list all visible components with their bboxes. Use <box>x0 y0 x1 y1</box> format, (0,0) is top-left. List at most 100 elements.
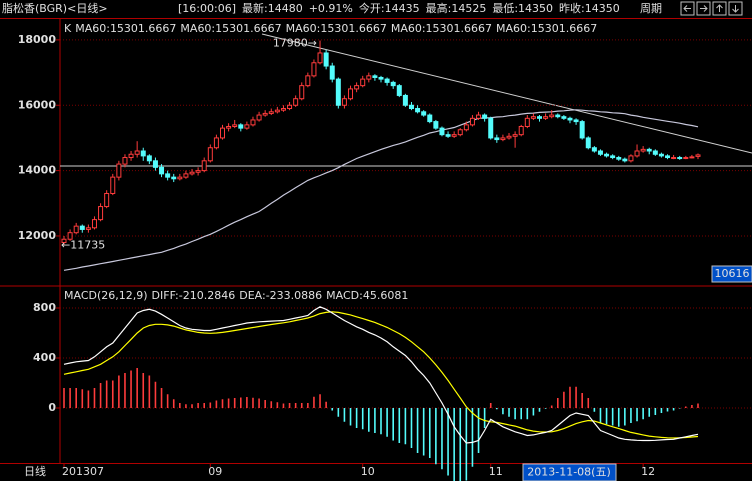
x-tick-label: 09 <box>208 465 222 478</box>
candle-body <box>622 158 628 162</box>
candle-body <box>677 157 683 160</box>
candle-body <box>262 112 268 116</box>
candle-body <box>256 114 262 121</box>
candle-body <box>634 150 640 157</box>
candle-body <box>640 148 646 152</box>
candle-body <box>268 111 274 114</box>
candle-body <box>378 76 384 80</box>
cursor-date-box <box>522 463 617 481</box>
y-tick-label: 12000 <box>18 229 57 242</box>
field-value: 14350 <box>585 2 620 15</box>
field-label: 最高: <box>426 1 452 15</box>
candle-body <box>329 65 335 80</box>
candle-body <box>604 153 610 157</box>
candle-body <box>561 116 567 119</box>
candle-body <box>658 153 664 157</box>
candle-body <box>597 150 603 155</box>
field-value: 14480 <box>268 2 303 15</box>
icon <box>700 5 708 12</box>
candle-body <box>335 78 341 106</box>
candle-body <box>500 137 506 141</box>
indicator-label: MA60:15301.6667 <box>391 22 492 35</box>
button-up[interactable] <box>712 1 727 16</box>
candle-body <box>104 192 110 208</box>
candle-body <box>250 119 256 126</box>
candle-body <box>91 219 97 229</box>
y-tick-label: 16000 <box>18 98 57 111</box>
button-down[interactable] <box>728 1 743 16</box>
annotation: ←11735 <box>61 239 105 252</box>
candle-body <box>238 124 244 129</box>
candle-body <box>195 170 201 173</box>
candle-body <box>646 148 652 152</box>
candle-body <box>665 155 671 159</box>
candle-body <box>530 116 536 119</box>
candle-body <box>311 62 317 77</box>
candle-body <box>220 127 225 139</box>
cursor-price: 10616 <box>715 267 750 280</box>
candle-body <box>469 117 475 126</box>
candle-body <box>293 98 299 106</box>
candle-body <box>317 52 323 64</box>
candle-body <box>543 116 549 119</box>
annotation: 17980→ <box>273 37 317 50</box>
candle-body <box>159 166 165 175</box>
candle-body <box>274 109 280 113</box>
y-tick-label: 14000 <box>18 164 57 177</box>
nav-buttons <box>680 1 743 16</box>
candle-body <box>628 155 634 162</box>
candle-body <box>128 153 134 159</box>
candle-body <box>110 176 116 194</box>
candle-body <box>476 114 482 119</box>
candle-body <box>177 176 183 180</box>
candle-body <box>390 81 396 87</box>
indicator-label: MA60:15301.6667 <box>180 22 281 35</box>
candle-body <box>73 225 79 234</box>
candle-body <box>652 150 658 155</box>
candle-body <box>591 147 597 152</box>
field-label: 今开: <box>359 1 385 15</box>
candle-body <box>616 157 622 160</box>
candle-body <box>683 157 689 160</box>
candle-body <box>585 137 591 149</box>
indicator-label: MA60:15301.6667 <box>496 22 597 35</box>
y-tick-label: 18000 <box>18 33 57 46</box>
candle-body <box>372 75 378 78</box>
period-label: 日线 <box>24 464 46 478</box>
candle-body <box>67 232 73 240</box>
x-tick-label: 201307 <box>62 465 104 478</box>
candle-body <box>408 104 414 110</box>
candle-body <box>695 154 701 157</box>
candle-body <box>518 125 524 136</box>
candle-body <box>555 114 561 118</box>
candle-body <box>213 137 219 149</box>
candle-body <box>384 78 390 83</box>
candle-body <box>171 176 177 180</box>
field-label: 昨收: <box>559 1 585 15</box>
candle-body <box>165 173 171 178</box>
candle-body <box>341 98 347 106</box>
period-button[interactable]: 周期 <box>640 2 662 15</box>
candle-body <box>689 156 695 159</box>
ma-line <box>63 109 699 271</box>
field-value: 14435 <box>385 2 420 15</box>
candle-body <box>579 121 585 139</box>
y-tick-label: 800 <box>33 301 56 314</box>
x-tick-label: 12 <box>641 465 655 478</box>
symbol: 脂松香(BGR)<日线> <box>2 1 108 15</box>
button-left[interactable] <box>680 1 695 16</box>
indicator-label: DIFF:-210.2846 <box>152 289 236 302</box>
candle-body <box>226 125 232 129</box>
candle-body <box>146 155 152 162</box>
candle-body <box>354 85 360 90</box>
candle-body <box>79 225 85 230</box>
indicator-label: MA60:15301.6667 <box>286 22 387 35</box>
candle-body <box>323 52 329 67</box>
y-tick-label: 0 <box>48 401 56 414</box>
candle-body <box>463 124 469 131</box>
trend-line <box>261 33 752 154</box>
candle-body <box>360 78 366 87</box>
button-right[interactable] <box>696 1 711 16</box>
